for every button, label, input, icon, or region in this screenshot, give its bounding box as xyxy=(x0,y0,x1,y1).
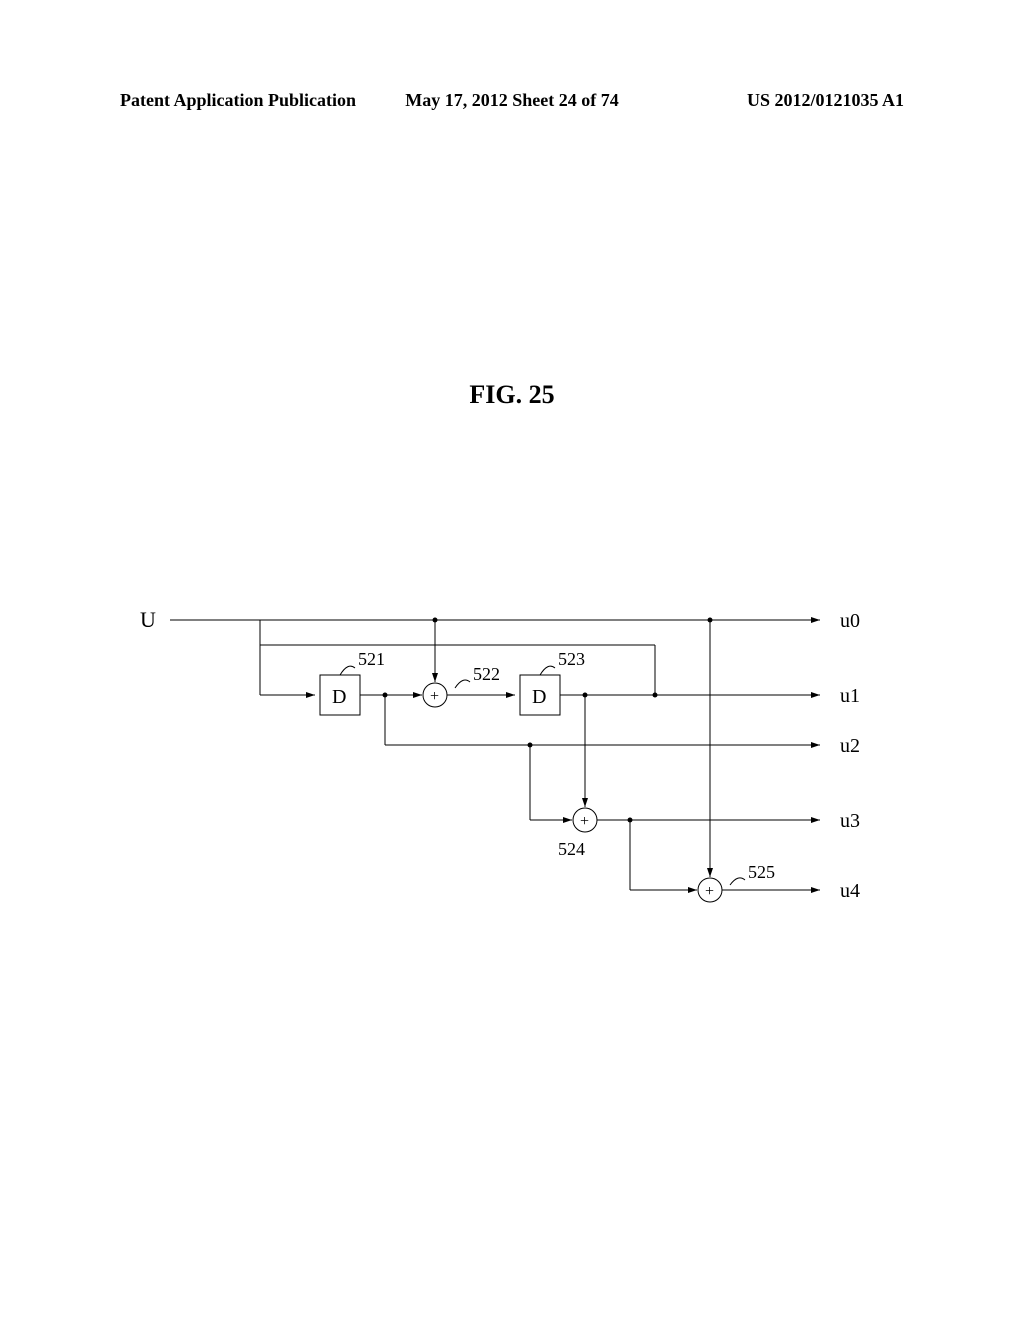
header-publication-type: Patent Application Publication xyxy=(120,90,356,111)
ref-523-curve xyxy=(540,666,555,675)
output-u3: u3 xyxy=(840,810,860,832)
ref-524: 524 xyxy=(558,839,585,859)
adder-525-plus: + xyxy=(705,883,714,900)
input-label: U xyxy=(140,607,156,632)
diagram-svg: U u0 u1 u2 u3 u4 D 521 + 522 xyxy=(130,590,900,950)
output-u1: u1 xyxy=(840,685,860,707)
figure-title: FIG. 25 xyxy=(469,380,554,410)
node-u-522 xyxy=(433,618,438,623)
output-u0: u0 xyxy=(840,610,860,632)
ref-523: 523 xyxy=(558,649,585,669)
block-diagram: U u0 u1 u2 u3 u4 D 521 + 522 xyxy=(130,590,900,950)
header-publication-number: US 2012/0121035 A1 xyxy=(747,90,904,111)
output-u4: u4 xyxy=(840,880,860,902)
block-523-label: D xyxy=(532,686,546,708)
ref-521-curve xyxy=(340,666,355,675)
ref-525: 525 xyxy=(748,862,775,882)
adder-524-plus: + xyxy=(580,813,589,830)
ref-525-curve xyxy=(730,878,745,885)
ref-522: 522 xyxy=(473,664,500,684)
output-u2: u2 xyxy=(840,735,860,757)
ref-522-curve xyxy=(455,680,470,688)
ref-521: 521 xyxy=(358,649,385,669)
block-521-label: D xyxy=(332,686,346,708)
header-date-sheet: May 17, 2012 Sheet 24 of 74 xyxy=(405,90,618,111)
adder-522-plus: + xyxy=(430,688,439,705)
